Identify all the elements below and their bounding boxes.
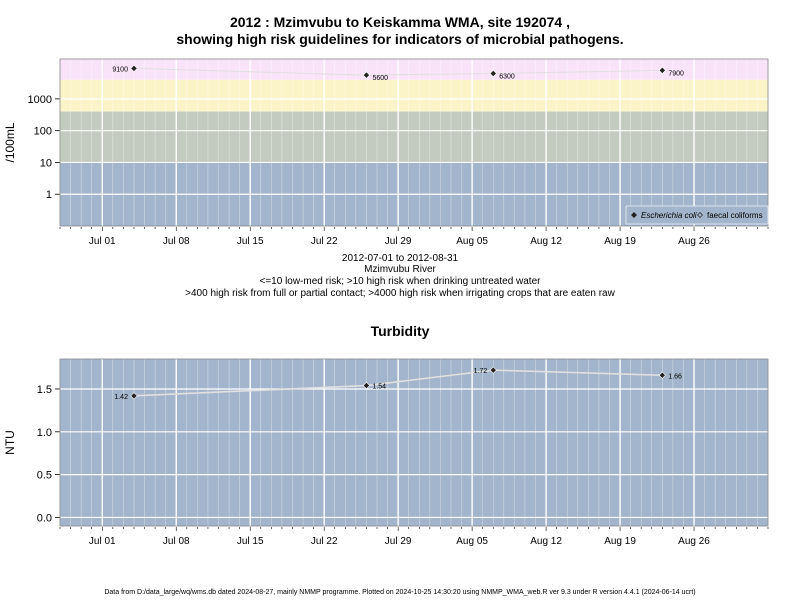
x-tick-label: Aug 19 [604, 536, 636, 547]
y-tick-label: 1.0 [37, 427, 52, 439]
y-tick-label: 1000 [28, 94, 52, 106]
risk-note-drinking: <=10 low-med risk; >10 high risk when dr… [259, 276, 541, 287]
risk-band-2 [60, 79, 768, 112]
footer-source-note: Data from D:/data_large/wq/wms.db dated … [104, 589, 696, 596]
data-label: 1.66 [668, 373, 682, 380]
x-tick-label: Aug 05 [456, 536, 488, 547]
legend-label: faecal coliforms [707, 211, 763, 220]
x-tick-label: Jul 08 [163, 536, 190, 547]
plot-frame [59, 58, 769, 227]
river-label: Mzimvubu River [364, 264, 436, 275]
x-tick-label: Jul 29 [385, 536, 412, 547]
x-tick-label: Jul 08 [163, 236, 190, 247]
x-tick-label: Jul 22 [311, 536, 338, 547]
x-tick-label: Jul 01 [89, 536, 116, 547]
data-label: 1.72 [474, 368, 488, 375]
data-label: 1.54 [372, 384, 386, 391]
data-point [130, 392, 138, 400]
ecoli-chart-panel: 1 10 100 1000 Jul 01 Jul 08 Jul 15 Jul 22 Jul 29… [3, 58, 769, 247]
legend-box [625, 205, 769, 225]
x-tick-label: Aug 26 [678, 236, 710, 247]
x-tick-label: Aug 05 [456, 236, 488, 247]
plot-frame [59, 358, 769, 527]
y-axis-label: /100mL [3, 122, 17, 162]
x-tick-label: Jul 01 [89, 236, 116, 247]
series-line [133, 369, 663, 397]
series-line [133, 67, 663, 76]
x-tick-label: Jul 22 [311, 236, 338, 247]
data-label: 5600 [372, 75, 388, 82]
data-point [489, 366, 497, 374]
y-axis-label: NTU [3, 430, 17, 455]
data-point [658, 66, 666, 74]
legend-marker [631, 212, 637, 218]
legend-label: Escherichia coli [641, 211, 697, 220]
turbidity-chart-panel: 0.0 0.5 1.0 1.5 Jul 01 Jul 08 Jul 15 Jul 22 Jul … [3, 358, 769, 547]
risk-band-3 [60, 59, 768, 80]
x-tick-label: Aug 19 [604, 236, 636, 247]
x-tick-label: Jul 29 [385, 236, 412, 247]
y-tick-label: 1 [46, 189, 52, 201]
data-point [658, 371, 666, 379]
date-range-label: 2012-07-01 to 2012-08-31 [341, 253, 459, 264]
plot-background [60, 359, 768, 526]
x-tick-label: Jul 15 [237, 236, 264, 247]
risk-note-contact: >400 high risk from full or partial cont… [185, 288, 615, 299]
x-tick-label: Aug 12 [530, 236, 562, 247]
data-label: 6300 [499, 73, 515, 80]
y-tick-label: 100 [34, 126, 52, 138]
data-point [362, 381, 371, 390]
chart-title-line1: 2012 : Mzimvubu to Keiskamma WMA, site 1… [229, 14, 570, 30]
legend-marker [697, 212, 703, 218]
chart-title-line2: showing high risk guidelines for indicat… [176, 31, 624, 47]
data-label: 9100 [112, 66, 128, 73]
y-tick-label: 10 [40, 157, 52, 169]
data-label: 7900 [668, 70, 684, 77]
data-label: 1.42 [114, 394, 128, 401]
risk-band-1 [60, 111, 768, 163]
x-tick-label: Aug 26 [678, 536, 710, 547]
y-tick-label: 0.0 [37, 512, 52, 524]
turbidity-title: Turbidity [370, 323, 430, 339]
y-tick-label: 0.5 [37, 470, 52, 482]
data-point [362, 71, 371, 79]
x-tick-label: Aug 12 [530, 536, 562, 547]
x-tick-label: Jul 15 [237, 536, 264, 547]
data-point [489, 69, 497, 78]
y-tick-label: 1.5 [37, 384, 52, 396]
data-point [130, 64, 138, 73]
